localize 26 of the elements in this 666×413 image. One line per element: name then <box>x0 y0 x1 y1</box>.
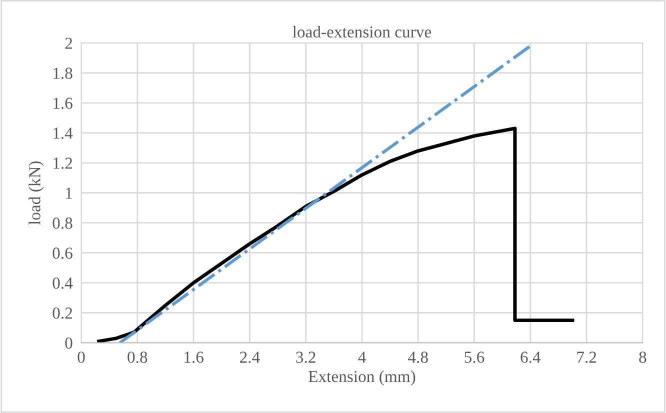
line-series <box>97 126 574 343</box>
x-tick-label: 4.8 <box>408 352 428 363</box>
y-axis-title: load (kN) <box>28 161 44 225</box>
y-tick-label: 2 <box>65 38 72 49</box>
x-tick-label: 0 <box>78 352 85 363</box>
chart-title: load-extension curve <box>292 26 432 38</box>
y-tick-label: 1 <box>66 188 72 199</box>
y-tick-label: 1.2 <box>54 158 72 169</box>
x-tick-label: 1.6 <box>184 352 204 363</box>
y-tick-label: 0 <box>65 337 72 349</box>
x-tick-label: 2.4 <box>240 352 260 363</box>
x-tick-label: 0.8 <box>128 352 148 363</box>
y-tick-label: 1.6 <box>54 98 72 109</box>
y-tick-label: 0.8 <box>52 218 72 229</box>
y-tick-label: 1.8 <box>54 68 72 79</box>
x-tick-label: 7.2 <box>577 352 596 363</box>
x-tick-label: 8 <box>639 352 646 363</box>
y-tick-label: 0.2 <box>52 308 72 319</box>
y-tick-label: 1.4 <box>54 128 73 139</box>
y-tick-label: 0.6 <box>52 248 72 259</box>
x-tick-label: 6.4 <box>520 352 541 363</box>
x-tick-label: 4 <box>358 352 366 363</box>
x-tick-label: 3.2 <box>296 352 316 363</box>
x-tick-label: 5.6 <box>464 352 484 363</box>
y-tick-label: 0.4 <box>52 278 73 289</box>
x-axis-title: Extension (mm) <box>308 370 416 386</box>
